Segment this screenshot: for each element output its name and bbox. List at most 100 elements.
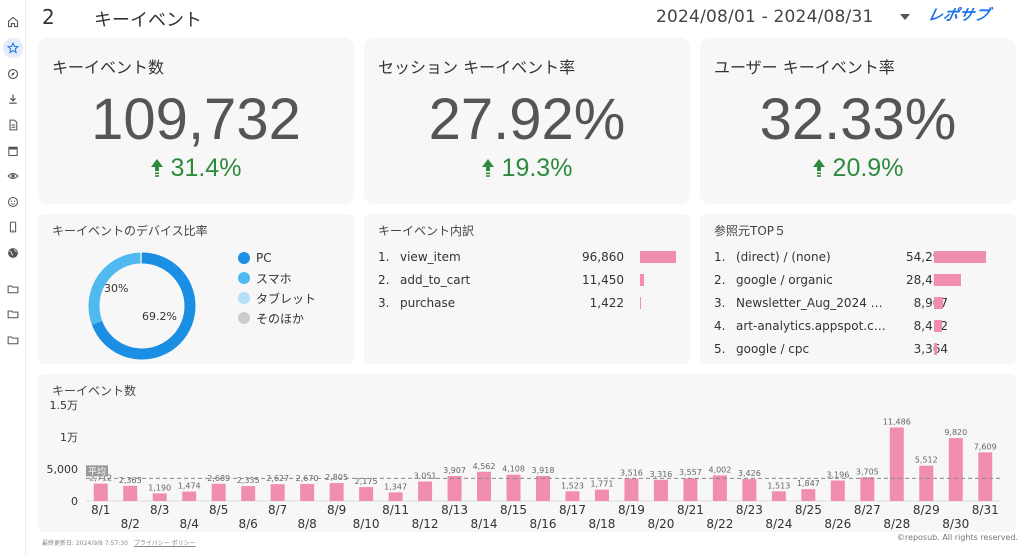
bar-8-26 [830,480,845,501]
donut-label-pc: 69.2% [142,310,177,323]
bar-8-5 [211,483,226,501]
home-icon[interactable] [3,12,23,32]
face-icon[interactable] [3,192,23,212]
last-updated: 最終更新日: 2024/9/8 7:57:30 [42,540,128,547]
row-bar [934,251,986,263]
kpi-delta-value: 20.9% [832,154,904,182]
bar-value-label: 3,196 [826,471,849,480]
x-tick-label: 8/11 [382,503,409,517]
bar-value-label: 4,108 [502,465,525,474]
up-arrow-icon [481,159,494,177]
folder-icon[interactable] [3,279,23,299]
privacy-policy-link[interactable]: プライバシー ポリシー [133,540,196,547]
bar-8-22 [712,475,727,501]
kpi-value: 27.92% [428,87,626,152]
brand-logo: レポサブ [925,6,992,24]
bar-value-label: 3,051 [414,471,437,480]
legend-dot [238,272,250,284]
bar-value-label: 2,670 [296,474,319,483]
bar-value-label: 3,557 [679,468,702,477]
kpi-value: 109,732 [91,87,301,152]
bar-8-4 [182,491,197,501]
bar-8-31 [978,452,993,501]
table-row: 5. google / cpc 3,364 [714,339,1002,362]
breakdown-title: キーイベント内訳 [378,224,475,238]
document-icon[interactable] [3,115,23,135]
bar-8-25 [801,489,816,501]
page-title: キーイベント [94,10,202,31]
star-icon[interactable] [3,38,23,58]
breakdown-table: 1. view_item 96,860 2. add_to_cart 11,450 3. pu… [378,247,676,316]
bar-8-18 [594,489,609,501]
legend-item-tablet: タブレット [238,288,316,308]
x-tick-label: 8/26 [824,517,851,531]
bar-value-label: 1,190 [148,483,171,492]
x-tick-label: 8/25 [795,503,822,517]
bar-8-19 [624,478,639,501]
bar-value-label: 3,907 [443,466,466,475]
x-tick-label: 8/9 [327,503,346,517]
date-range-selector[interactable]: 2024/08/01 - 2024/08/31 [656,7,874,27]
row-value: 3,364 [913,342,948,356]
bar-value-label: 4,002 [708,465,731,474]
bar-8-11 [388,492,403,501]
bar-8-20 [653,479,668,501]
x-tick-label: 8/6 [239,517,258,531]
bar-value-label: 3,516 [620,468,643,477]
referrer-table: 1. (direct) / (none) 54,296 2. google / orga… [714,247,1002,362]
legend-label: そのほか [256,311,305,326]
table-row: 3. purchase 1,422 [378,293,676,316]
row-rank: 4. [714,319,726,333]
table-row: 3. Newsletter_Aug_2024 / e... 8,907 [714,293,1002,316]
bar-8-1 [93,483,108,501]
x-tick-label: 8/13 [441,503,468,517]
row-rank: 3. [714,296,726,310]
x-tick-label: 8/31 [972,503,999,517]
calendar-icon[interactable] [3,141,23,161]
bar-8-21 [683,478,698,501]
folder-icon[interactable] [3,304,23,324]
row-name: purchase [400,296,456,310]
phone-icon[interactable] [3,217,23,237]
compass-icon[interactable] [3,64,23,84]
eye-icon[interactable] [3,166,23,186]
legend-item-sp: スマホ [238,268,316,288]
folder-icon[interactable] [3,330,23,350]
chevron-down-icon[interactable] [900,14,910,20]
bar-8-2 [123,485,138,501]
bar-value-label: 4,562 [473,462,496,471]
globe-icon[interactable] [3,243,23,263]
bar-value-label: 1,523 [561,481,584,490]
legend-label: タブレット [256,291,317,306]
table-row: 2. google / organic 28,451 [714,270,1002,293]
kpi-delta: 31.4% [38,154,354,183]
bar-8-12 [418,481,433,501]
x-tick-label: 8/14 [471,517,498,531]
bar-8-29 [919,465,934,501]
bar-8-10 [359,487,374,501]
row-value: 96,860 [582,250,624,264]
legend-dot [238,252,250,264]
kpi-card-session-rate: セッション キーイベント率 27.92% 19.3% [364,38,690,204]
row-rank: 1. [714,250,726,264]
download-icon[interactable] [3,89,23,109]
device-share-card: キーイベントのデバイス比率 30% 69.2% PC スマホ タブレット そのほ… [38,214,354,364]
kpi-title: キーイベント数 [52,58,165,77]
bar-8-8 [300,483,315,501]
bar-8-9 [329,483,344,501]
row-name: view_item [400,250,461,264]
x-tick-label: 8/21 [677,503,704,517]
x-tick-label: 8/22 [706,517,733,531]
donut-label-sp: 30% [104,282,129,295]
x-tick-label: 8/24 [765,517,792,531]
bar-value-label: 2,363 [119,476,142,485]
legend-item-pc: PC [238,248,316,268]
row-bar [640,297,641,309]
table-row: 1. view_item 96,860 [378,247,676,270]
bar-value-label: 1,474 [178,482,201,491]
referrer-title: 参照元TOP５ [714,224,787,238]
x-tick-label: 8/2 [121,517,140,531]
row-value: 8,907 [913,296,948,310]
bar-value-label: 11,486 [883,417,911,426]
row-name: art-analytics.appspot.com ... [736,319,886,333]
